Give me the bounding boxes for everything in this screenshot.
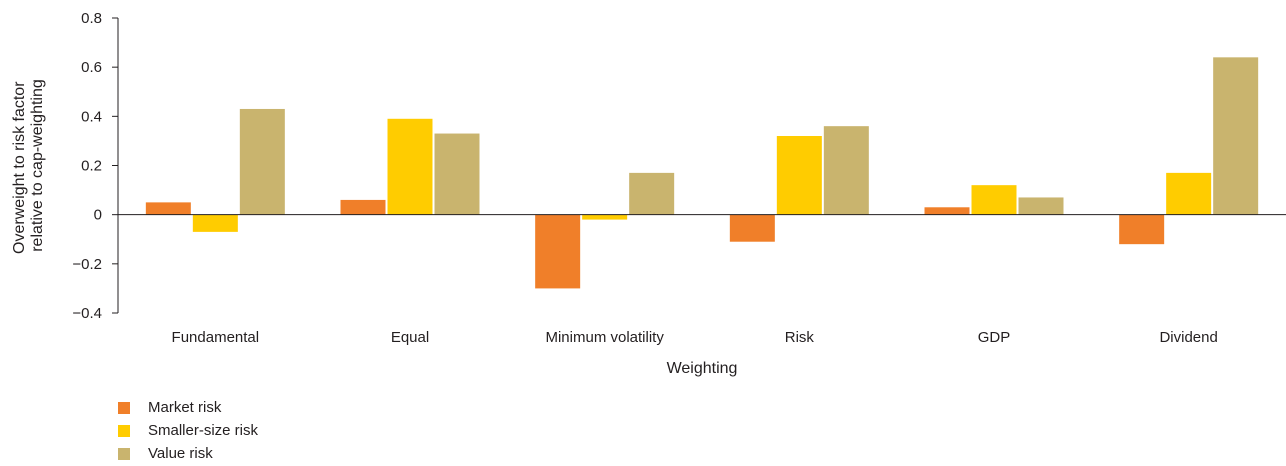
bar-smaller-size-risk-fundamental [192,214,238,232]
legend-label-value-risk: Value risk [148,445,213,462]
x-tick-label: Dividend [1159,329,1217,346]
y-tick-label: 0.6 [81,59,102,76]
y-tick-label: −0.2 [72,256,102,273]
y-axis-title-line-2: relative to cap-weighting [29,79,46,252]
legend: Market risk Smaller-size risk Value risk [118,396,258,465]
bar-market-risk-equal [340,199,386,215]
bars-group [145,57,1259,289]
bar-smaller-size-risk-minimum-volatility [582,214,628,220]
bar-value-risk-risk [823,126,869,215]
x-ticks-group: Fundamental Equal Minimum volatility Risk GD… [172,329,1218,346]
x-tick-label: Equal [391,329,429,346]
bar-smaller-size-risk-gdp [971,185,1017,215]
y-tick-label: −0.4 [72,305,102,322]
bar-market-risk-minimum-volatility [535,214,581,289]
bar-value-risk-dividend [1213,57,1259,215]
bar-market-risk-fundamental [145,202,191,215]
legend-swatch-market-risk [118,401,130,414]
y-ticks-group: −0.4 −0.2 0 0.2 0.4 0.6 0.8 [72,10,118,322]
y-tick-label: 0.4 [81,108,102,125]
legend-label-market-risk: Market risk [148,399,222,416]
bar-smaller-size-risk-equal [387,118,433,215]
legend-item-value-risk: Value risk [118,442,258,465]
bar-market-risk-dividend [1119,214,1165,245]
legend-label-smaller-size-risk: Smaller-size risk [148,422,259,439]
x-tick-label: Minimum volatility [545,329,664,346]
bar-smaller-size-risk-risk [776,136,822,215]
legend-swatch-smaller-size-risk [118,424,130,437]
chart: −0.4 −0.2 0 0.2 0.4 0.6 0.8 Fundamental Equal Mi… [11,10,1286,377]
legend-swatch-value-risk [118,447,130,460]
y-tick-label: 0 [94,207,102,224]
y-tick-label: 0.8 [81,10,102,27]
bar-value-risk-fundamental [239,108,285,215]
x-tick-label: Risk [785,329,815,346]
legend-item-market-risk: Market risk [118,396,258,419]
y-axis-title: Overweight to risk factor relative to ca… [11,77,46,254]
bar-market-risk-risk [729,214,775,242]
y-tick-label: 0.2 [81,158,102,175]
y-axis-title-line-1: Overweight to risk factor [11,81,28,254]
bar-value-risk-minimum-volatility [629,172,675,215]
bar-market-risk-gdp [924,207,970,215]
x-tick-label: GDP [978,329,1011,346]
x-axis-title: Weighting [667,360,738,377]
bar-smaller-size-risk-dividend [1166,172,1212,215]
legend-item-smaller-size-risk: Smaller-size risk [118,419,258,442]
bar-value-risk-gdp [1018,197,1064,215]
x-tick-label: Fundamental [172,329,260,346]
bar-value-risk-equal [434,133,480,215]
